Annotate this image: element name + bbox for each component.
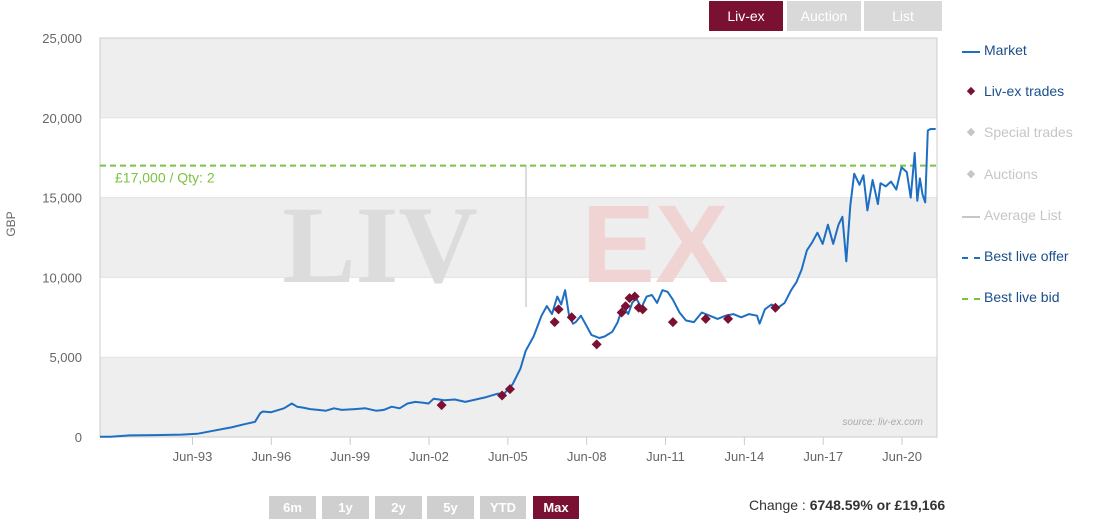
line-icon — [960, 205, 982, 225]
dashed-line-icon — [960, 246, 982, 266]
legend-label: Liv-ex trades — [984, 83, 1065, 100]
watermark-liv: LIV — [282, 184, 478, 306]
x-tick-label: Jun-05 — [488, 449, 528, 464]
trade-point — [723, 313, 734, 324]
legend-item-liv-ex-trades[interactable]: ◆ Liv-ex trades — [960, 80, 1064, 100]
x-tick-label: Jun-93 — [173, 449, 213, 464]
trade-point — [629, 291, 640, 302]
trade-point — [566, 312, 577, 323]
plot-band — [100, 197, 937, 278]
trade-point — [770, 302, 781, 313]
diamond-icon: ◆ — [966, 168, 976, 181]
trade-point — [591, 339, 602, 350]
legend-label: Market — [984, 42, 1027, 59]
legend-item-best-live-bid[interactable]: Best live bid — [960, 286, 1059, 306]
diamond-icon: ◆ — [966, 85, 976, 98]
legend-label: Best live bid — [984, 289, 1060, 306]
plot-border — [99, 37, 938, 438]
trade-point — [637, 304, 648, 315]
y-tick-label: 15,000 — [42, 191, 82, 206]
trade-point — [620, 301, 631, 312]
y-tick-label: 10,000 — [42, 270, 82, 285]
trade-point — [497, 390, 508, 401]
plot-band — [100, 38, 937, 118]
range-button-1y[interactable]: 1y — [322, 496, 369, 519]
y-tick-label: 20,000 — [42, 111, 82, 126]
trade-point — [700, 313, 711, 324]
range-button-5y[interactable]: 5y — [427, 496, 474, 519]
legend-item-best-live-offer[interactable]: Best live offer — [960, 245, 1069, 265]
x-tick-label: Jun-14 — [724, 449, 764, 464]
range-button-ytd[interactable]: YTD — [480, 496, 526, 519]
trade-point — [436, 400, 447, 411]
y-tick-label: 0 — [75, 430, 82, 445]
legend-item-special-trades[interactable]: ◆ Special trades — [960, 121, 1073, 141]
x-tick-label: Jun-96 — [251, 449, 291, 464]
range-button-max[interactable]: Max — [533, 496, 579, 519]
change-summary: Change : 6748.59% or £19,166 — [749, 497, 945, 513]
change-value: 6748.59% or £19,166 — [809, 497, 946, 513]
trade-point — [667, 317, 678, 328]
trade-point — [553, 304, 564, 315]
x-tick-label: Jun-02 — [409, 449, 449, 464]
tab-list[interactable]: List — [864, 1, 942, 31]
x-tick-label: Jun-20 — [882, 449, 922, 464]
plot-band — [100, 357, 937, 437]
trade-point — [616, 307, 627, 318]
legend-item-average-list[interactable]: Average List — [960, 204, 1062, 224]
watermark-ex: EX — [582, 183, 729, 306]
best-live-bid-label: £17,000 / Qty: 2 — [115, 170, 215, 186]
legend-item-auctions[interactable]: ◆ Auctions — [960, 163, 1038, 183]
legend-item-market[interactable]: Market — [960, 39, 1027, 59]
legend-label: Special trades — [984, 124, 1073, 141]
legend-label: Average List — [984, 207, 1062, 224]
change-label: Change : — [749, 497, 806, 513]
range-button-6m[interactable]: 6m — [269, 496, 316, 519]
y-tick-label: 5,000 — [49, 350, 82, 365]
trade-point — [504, 384, 515, 395]
tab-auction[interactable]: Auction — [787, 1, 861, 31]
line-icon — [960, 40, 982, 60]
legend-label: Auctions — [984, 166, 1038, 183]
trade-point — [549, 317, 560, 328]
y-axis-label: GBP — [4, 211, 18, 236]
y-tick-label: 25,000 — [42, 31, 82, 46]
dashed-line-icon — [960, 287, 982, 307]
source-text: source: liv-ex.com — [842, 417, 923, 428]
x-tick-label: Jun-99 — [330, 449, 370, 464]
x-tick-label: Jun-08 — [567, 449, 607, 464]
tab-livex[interactable]: Liv-ex — [709, 1, 783, 31]
x-tick-label: Jun-17 — [803, 449, 843, 464]
legend-label: Best live offer — [984, 248, 1069, 265]
range-button-2y[interactable]: 2y — [375, 496, 422, 519]
diamond-icon: ◆ — [966, 126, 976, 139]
x-tick-label: Jun-11 — [646, 449, 685, 464]
